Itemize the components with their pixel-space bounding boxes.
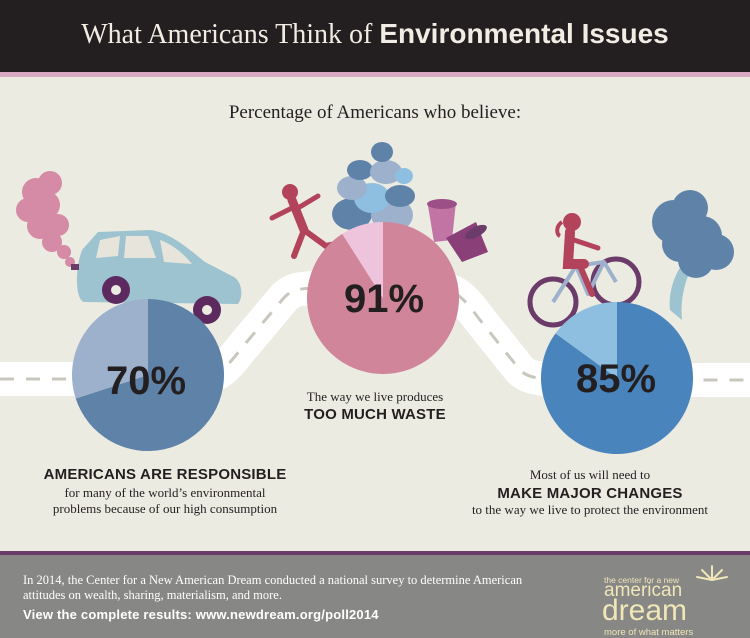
caption-1-bold: AMERICANS ARE RESPONSIBLE xyxy=(43,466,287,483)
header-bar xyxy=(0,0,750,72)
logo-line-1: the center for a new xyxy=(604,575,680,585)
logo-line-3: dream xyxy=(602,594,688,627)
tree-icon xyxy=(652,190,734,320)
caption-3-bold: MAKE MAJOR CHANGES xyxy=(497,485,683,502)
caption-3-line-1: Most of us will need to xyxy=(529,467,651,482)
pie-1-label: 70% xyxy=(106,359,186,403)
caption-2: The way we live produces TOO MUCH WASTE xyxy=(260,389,490,423)
infographic-art: 70% 91% 85% xyxy=(0,142,750,454)
trash-pile-icon xyxy=(332,142,488,262)
pie-charts: 70% 91% 85% xyxy=(72,222,693,454)
smoke-icon xyxy=(16,171,75,267)
pie-2-label: 91% xyxy=(344,277,424,321)
chart-subtitle: Percentage of Americans who believe: xyxy=(228,102,522,123)
logo-line-4: more of what matters xyxy=(604,627,694,638)
caption-1: AMERICANS ARE RESPONSIBLE for many of th… xyxy=(20,466,310,517)
title-part-2: Environmental Issues xyxy=(379,18,669,49)
caption-2-line-1: The way we live produces xyxy=(306,389,444,404)
person-running-icon xyxy=(269,184,339,259)
pie-1-main-slice xyxy=(75,299,225,451)
pie-1-remainder-slice xyxy=(72,299,148,399)
title-part-1: What Americans Think of xyxy=(81,19,380,50)
caption-3: Most of us will need to MAKE MAJOR CHANG… xyxy=(440,467,740,518)
footer-results-link[interactable]: View the complete results: www.newdream.… xyxy=(23,607,379,622)
pie-3-label: 85% xyxy=(576,357,656,401)
cyclist-icon xyxy=(527,213,642,328)
logo-line-2: american xyxy=(604,580,683,601)
caption-1-line-1: for many of the world’s environmental xyxy=(64,485,266,500)
page-title: What Americans Think of Environmental Is… xyxy=(0,18,750,51)
header-stripe xyxy=(0,72,750,77)
sunburst-icon xyxy=(696,565,728,581)
footer-divider xyxy=(0,551,750,555)
caption-3-line-2: to the way we live to protect the enviro… xyxy=(471,502,709,517)
pie-3-remainder-slice xyxy=(555,302,617,378)
car-icon xyxy=(71,230,242,324)
footer-description: In 2014, the Center for a New American D… xyxy=(23,573,523,602)
caption-2-bold: TOO MUCH WASTE xyxy=(304,406,446,423)
caption-1-line-2: problems because of our high consumption xyxy=(52,501,278,516)
footer-bar xyxy=(0,555,750,638)
pie-2-remainder-slice xyxy=(342,222,383,298)
